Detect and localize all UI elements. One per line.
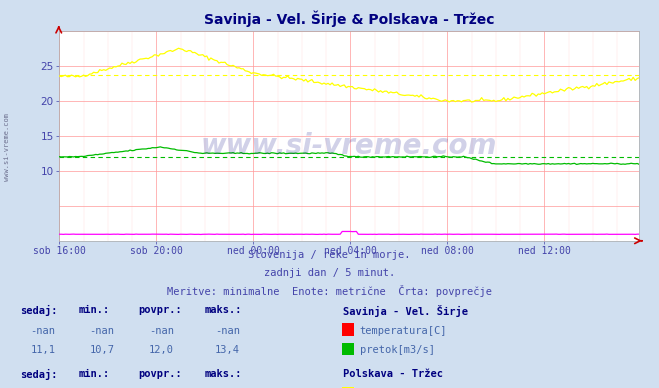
Text: maks.:: maks.: bbox=[204, 369, 242, 379]
Text: Meritve: minimalne  Enote: metrične  Črta: povprečje: Meritve: minimalne Enote: metrične Črta:… bbox=[167, 285, 492, 297]
Text: 11,1: 11,1 bbox=[30, 345, 55, 355]
Text: Slovenija / reke in morje.: Slovenija / reke in morje. bbox=[248, 250, 411, 260]
Text: povpr.:: povpr.: bbox=[138, 305, 182, 315]
Text: -nan: -nan bbox=[149, 326, 174, 336]
Text: maks.:: maks.: bbox=[204, 305, 242, 315]
Text: sedaj:: sedaj: bbox=[20, 369, 57, 379]
Text: 10,7: 10,7 bbox=[90, 345, 115, 355]
Text: 13,4: 13,4 bbox=[215, 345, 240, 355]
Text: sedaj:: sedaj: bbox=[20, 305, 57, 315]
Text: temperatura[C]: temperatura[C] bbox=[360, 326, 447, 336]
Text: zadnji dan / 5 minut.: zadnji dan / 5 minut. bbox=[264, 268, 395, 278]
Text: www.si-vreme.com: www.si-vreme.com bbox=[4, 113, 11, 182]
Text: -nan: -nan bbox=[30, 326, 55, 336]
Text: min.:: min.: bbox=[79, 369, 110, 379]
Text: pretok[m3/s]: pretok[m3/s] bbox=[360, 345, 435, 355]
Text: www.si-vreme.com: www.si-vreme.com bbox=[201, 132, 498, 160]
Text: -nan: -nan bbox=[90, 326, 115, 336]
Text: min.:: min.: bbox=[79, 305, 110, 315]
Title: Savinja - Vel. Širje & Polskava - Tržec: Savinja - Vel. Širje & Polskava - Tržec bbox=[204, 10, 494, 27]
Text: -nan: -nan bbox=[215, 326, 240, 336]
Text: Polskava - Tržec: Polskava - Tržec bbox=[343, 369, 443, 379]
Text: Savinja - Vel. Širje: Savinja - Vel. Širje bbox=[343, 305, 468, 317]
Text: povpr.:: povpr.: bbox=[138, 369, 182, 379]
Text: 12,0: 12,0 bbox=[149, 345, 174, 355]
